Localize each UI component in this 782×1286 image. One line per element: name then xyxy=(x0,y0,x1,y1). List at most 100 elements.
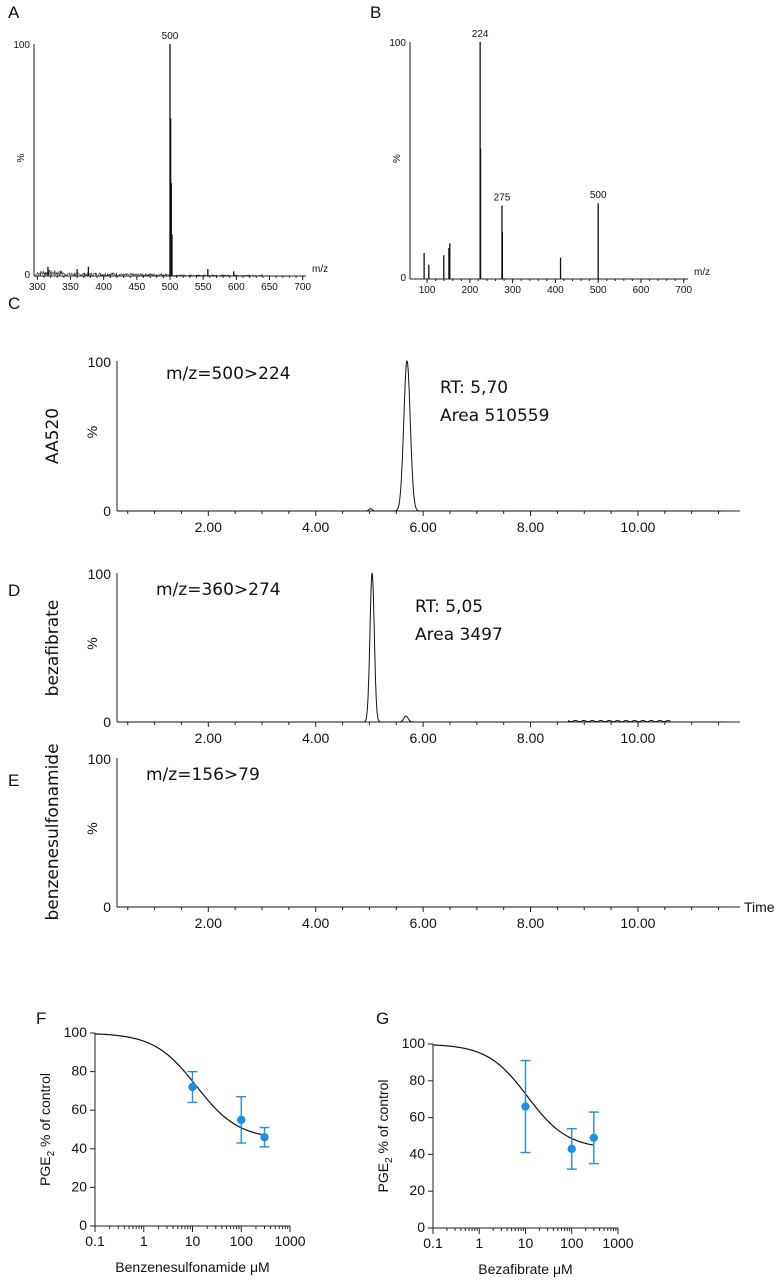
x-tick-label: 350 xyxy=(62,282,79,293)
x-tick-label: 200 xyxy=(462,285,479,296)
retention-time-label: RT: 5,70 xyxy=(440,378,508,398)
x-tick-label: 2.00 xyxy=(195,519,222,535)
x-tick-label: 0.1 xyxy=(85,1233,105,1249)
panel-letter-g: G xyxy=(376,1009,389,1028)
y-axis-label: % xyxy=(392,154,403,163)
x-tick-label: 700 xyxy=(675,285,692,296)
x-tick-label: 600 xyxy=(633,285,650,296)
x-tick-label: 4.00 xyxy=(302,730,329,746)
x-tick-label: 8.00 xyxy=(517,915,544,931)
y-tick-label: 100 xyxy=(88,751,112,767)
x-tick-label: 2.00 xyxy=(195,730,222,746)
y-tick-label: 80 xyxy=(71,1063,87,1079)
panel-letter-c: C xyxy=(8,294,20,313)
data-point xyxy=(237,1115,246,1125)
x-tick-label: 10 xyxy=(185,1233,201,1249)
x-tick-label: 500 xyxy=(162,282,179,293)
y-axis-label-main: PGE xyxy=(375,1163,391,1193)
y-axis-label: % xyxy=(84,426,100,438)
x-tick-label: 10.00 xyxy=(620,730,655,746)
y-tick-label: 100 xyxy=(88,354,112,370)
data-point xyxy=(188,1082,197,1092)
y-tick-label: 0 xyxy=(103,899,111,915)
baseline-noise xyxy=(34,269,263,278)
y-tick-label: 100 xyxy=(13,40,30,51)
peak-label: 500 xyxy=(590,190,607,201)
data-point xyxy=(589,1133,599,1143)
fit-curve xyxy=(95,1033,264,1136)
data-point xyxy=(567,1144,576,1154)
x-tick-label: 300 xyxy=(29,282,46,293)
x-tick-label: 700 xyxy=(294,282,311,293)
x-tick-label: 1000 xyxy=(274,1233,305,1249)
y-tick-label: 60 xyxy=(71,1101,87,1117)
x-tick-label: 450 xyxy=(128,282,145,293)
x-tick-label: 500 xyxy=(590,285,607,296)
panel-letter-d: D xyxy=(8,581,20,600)
y-axis-label: PGE2 % of control xyxy=(37,1073,57,1186)
x-axis-label: Bezafibrate μM xyxy=(478,1261,572,1277)
y-tick-label: 100 xyxy=(389,38,406,49)
x-tick-label: 6.00 xyxy=(410,730,437,746)
y-tick-label: 0 xyxy=(103,714,111,730)
y-tick-label: 0 xyxy=(103,503,111,519)
x-tick-label: 100 xyxy=(230,1233,254,1249)
y-axis-label-rest: % of control xyxy=(37,1073,53,1151)
panel-letter-f: F xyxy=(36,1009,46,1028)
y-tick-label: 20 xyxy=(409,1182,425,1198)
x-tick-label: 8.00 xyxy=(517,730,544,746)
y-axis-label: % xyxy=(16,153,27,162)
area-label: Area 3497 xyxy=(415,625,503,645)
x-axis-label: Benzenesulfonamide μM xyxy=(115,1259,269,1275)
x-tick-label: 400 xyxy=(95,282,112,293)
x-unit-label: m/z xyxy=(694,267,710,278)
x-tick-label: 6.00 xyxy=(410,915,437,931)
y-tick-label: 100 xyxy=(64,1024,88,1040)
y-tick-label: 100 xyxy=(402,1035,426,1051)
x-tick-label: 8.00 xyxy=(517,519,544,535)
fit-curve xyxy=(432,1044,594,1146)
y-tick-label: 0 xyxy=(24,270,30,281)
x-tick-label: 10.00 xyxy=(620,519,655,535)
compound-label: bezafibrate xyxy=(43,600,63,697)
compound-label: benzenesulfonamide xyxy=(43,743,63,920)
y-tick-label: 20 xyxy=(71,1178,87,1194)
x-tick-label: 6.00 xyxy=(410,519,437,535)
chromatogram-trace xyxy=(117,360,724,512)
x-tick-label: 0.1 xyxy=(423,1235,443,1251)
y-axis-label: % xyxy=(84,637,100,649)
y-axis-label: % xyxy=(84,822,100,834)
x-unit-label: m/z xyxy=(312,264,328,275)
y-axis-label-main: PGE xyxy=(37,1156,53,1186)
x-tick-label: 10.00 xyxy=(620,915,655,931)
dose-response-panel-g: 0 20 40 60 80 100 0.1 1 10 100 1000 Bezafibrate μM P… xyxy=(375,1035,634,1277)
x-axis-label: Time xyxy=(744,899,775,915)
y-tick-label: 0 xyxy=(400,273,406,284)
transition-label: m/z=500>224 xyxy=(166,364,291,384)
dose-response-panel-f: 0 20 40 60 80 100 0.1 1 10 100 1000 Benzenesulfonam… xyxy=(37,1024,306,1275)
transition-label: m/z=156>79 xyxy=(146,765,260,785)
x-tick-label: 600 xyxy=(228,282,245,293)
x-tick-label: 550 xyxy=(195,282,212,293)
x-tick-label: 1000 xyxy=(602,1235,633,1251)
panel-letter-a: A xyxy=(8,3,20,22)
x-tick-label: 1 xyxy=(140,1233,148,1249)
x-tick-label: 650 xyxy=(261,282,278,293)
panel-letter-b: B xyxy=(370,3,381,22)
peak-label: 500 xyxy=(162,31,179,42)
x-tick-label: 400 xyxy=(547,285,564,296)
x-tick-label: 1 xyxy=(475,1235,483,1251)
x-tick-label: 4.00 xyxy=(302,915,329,931)
y-axis-label-subscript: 2 xyxy=(384,1157,395,1163)
x-tick-label: 2.00 xyxy=(195,915,222,931)
chromatogram-trace xyxy=(117,572,724,723)
chromatogram-panel-c: 100 0% 2.00 4.00 6.00 8.00 10.00 m/z=500>224 RT:… xyxy=(43,354,740,535)
y-tick-label: 0 xyxy=(79,1217,87,1233)
x-tick-label: 10 xyxy=(518,1235,534,1251)
y-tick-label: 80 xyxy=(409,1072,425,1088)
y-tick-label: 0 xyxy=(417,1219,425,1235)
data-point xyxy=(521,1102,530,1111)
